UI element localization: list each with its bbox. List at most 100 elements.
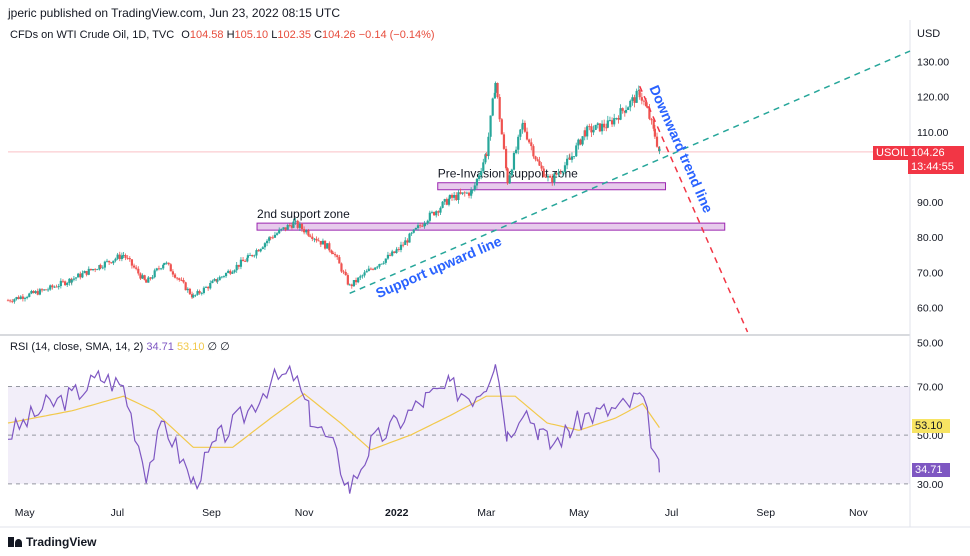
candle-body [333, 254, 337, 256]
candle-body [49, 285, 52, 290]
candle-body [453, 194, 456, 198]
candle-body [186, 288, 189, 291]
candle-body [176, 277, 179, 279]
candle-body [480, 171, 483, 176]
candle-body [600, 123, 604, 132]
candle-body [200, 292, 203, 294]
candle-body [165, 262, 168, 264]
candle-body [137, 268, 140, 274]
candle-body [257, 250, 260, 252]
candle-body [412, 229, 415, 233]
visibility-icons[interactable]: ∅ ∅ [207, 341, 230, 353]
candle-body [159, 268, 163, 270]
candle-body [542, 168, 545, 177]
candle-body [546, 176, 550, 178]
sma-legend-value: 53.10 [176, 341, 205, 353]
publish-info: jperic published on TradingView.com, Jun… [8, 6, 340, 20]
candle-body [395, 249, 398, 251]
candle-body [300, 224, 304, 230]
candle-body [361, 275, 364, 277]
candle-body [590, 126, 593, 133]
candle-body [393, 251, 396, 253]
candle-body [85, 270, 88, 275]
candle-body [510, 169, 513, 176]
candle-body [348, 284, 351, 286]
trend-line [349, 50, 911, 295]
candle-body [496, 82, 499, 98]
candle-body [553, 173, 556, 183]
candle-body [204, 286, 208, 288]
candle-body [269, 237, 272, 239]
rsi-legend-value: 34.71 [146, 341, 174, 353]
candle-body [268, 237, 271, 241]
candle-body [244, 261, 247, 262]
candle-body [135, 267, 138, 269]
candle-body [579, 139, 582, 145]
candle-body [98, 265, 101, 270]
candle-body [91, 269, 95, 271]
candle-body [577, 139, 580, 146]
candle-body [658, 148, 661, 152]
candle-body [487, 136, 490, 157]
candle-body [525, 131, 529, 140]
candle-body [286, 224, 289, 230]
candle-body [338, 257, 341, 264]
last-price-tag: 104.26 [908, 146, 964, 160]
candle-body [13, 299, 16, 302]
candle-body [384, 258, 387, 263]
candle-body [213, 279, 216, 281]
candle-body [640, 97, 643, 101]
candle-body [463, 192, 466, 194]
candle-body [561, 171, 564, 173]
candle-body [416, 225, 420, 228]
candle-body [255, 250, 258, 256]
candle-body [278, 229, 281, 234]
candle-body [450, 194, 454, 198]
symbol-label: CFDs on WTI Crude Oil, 1D, TVC [10, 29, 175, 41]
candle-body [79, 273, 82, 278]
candle-body [326, 243, 329, 249]
candle-body [471, 189, 474, 191]
support-zone-box [256, 222, 726, 231]
candle-body [81, 273, 84, 278]
close-value: 104.26 [322, 29, 356, 41]
candle-body [235, 264, 238, 271]
candle-body [96, 269, 99, 271]
candle-body [246, 257, 249, 262]
candle-body [180, 279, 183, 281]
candle-body [6, 300, 10, 302]
candle-body [83, 270, 86, 274]
candle-body [517, 136, 520, 150]
candle-body [72, 278, 76, 280]
candle-body [424, 223, 427, 225]
candle-body [573, 156, 576, 157]
candle-body [9, 300, 12, 302]
time-tick-label: Sep [756, 507, 775, 519]
candle-body [555, 173, 558, 175]
candle-body [603, 123, 606, 128]
rsi-legend: RSI (14, close, SMA, 14, 2) 34.71 53.10 … [10, 340, 230, 353]
time-tick-label: 2022 [385, 507, 409, 519]
candle-body [388, 254, 392, 256]
candle-body [296, 220, 299, 228]
candle-body [207, 286, 210, 289]
candle-body [655, 136, 659, 147]
candle-body [331, 252, 335, 255]
candle-body [540, 165, 543, 169]
candle-body [237, 264, 240, 267]
tradingview-brand[interactable]: TradingView [8, 535, 96, 549]
candle-body [419, 225, 422, 227]
candle-body [292, 221, 295, 228]
candle-body [229, 270, 232, 274]
candle-body [74, 277, 78, 279]
candle-body [391, 251, 394, 256]
candle-body [124, 255, 127, 258]
candle-body [77, 273, 80, 278]
candle-body [328, 243, 331, 251]
candle-body [36, 291, 39, 295]
candle-body [586, 126, 589, 137]
candle-body [644, 101, 648, 107]
candle-body [426, 220, 429, 224]
candle-body [319, 240, 322, 245]
